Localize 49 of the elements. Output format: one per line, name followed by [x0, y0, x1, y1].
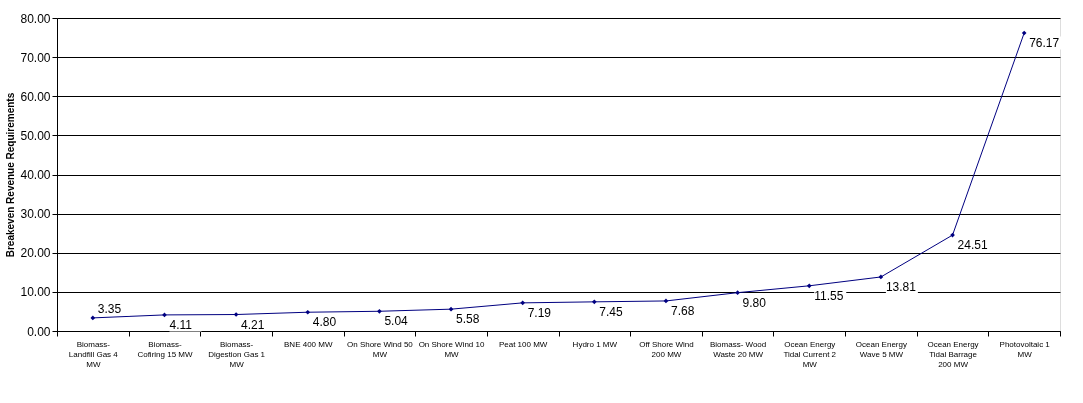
y-tick-label: 60.00 — [20, 89, 51, 104]
point — [1021, 30, 1027, 36]
point — [448, 306, 454, 312]
x-tick-label: Biomass- Landfill Gas 4 MW — [68, 339, 119, 369]
x-tick-label: Ocean Energy Tidal Current 2 MW — [783, 339, 837, 369]
x-tick-label: Off Shore Wind 200 MW — [639, 339, 694, 359]
y-tick-label: 50.00 — [20, 128, 51, 143]
point — [520, 300, 526, 306]
x-tick-label: Hydro 1 MW — [572, 339, 618, 349]
x-tick-label: Biomass- Cofiring 15 MW — [137, 339, 193, 359]
y-tick-label: 80.00 — [20, 11, 51, 26]
y-axis-title: Breakeven Revenue Requirements — [5, 92, 17, 258]
data-label: 11.55 — [814, 288, 844, 303]
y-tick-label: 20.00 — [20, 246, 51, 261]
data-label: 5.58 — [456, 312, 480, 327]
point — [90, 315, 96, 321]
data-label: 7.68 — [670, 303, 695, 318]
data-label: 24.51 — [957, 238, 988, 253]
y-tick-label: 10.00 — [20, 285, 51, 300]
point — [806, 283, 812, 289]
x-tick-label: On Shore Wind 10 MW — [418, 339, 485, 359]
data-label: 4.80 — [312, 315, 337, 330]
data-label: 7.45 — [599, 304, 623, 319]
x-tick-label: Ocean Energy Wave 5 MW — [855, 339, 907, 359]
y-tick-label: 0.00 — [27, 324, 51, 339]
data-label: 3.35 — [97, 301, 122, 316]
y-tick-label: 40.00 — [20, 168, 51, 182]
point — [305, 309, 311, 315]
y-tick-label: 70.00 — [20, 50, 51, 65]
data-label: 13.81 — [885, 279, 917, 294]
data-label: 4.21 — [241, 317, 265, 332]
data-label: 7.19 — [527, 305, 552, 320]
point — [591, 299, 597, 305]
x-tick-label: On Shore Wind 50 MW — [346, 339, 414, 359]
x-tick-label: Biomass- Wood Waste 20 MW — [709, 339, 767, 359]
point — [878, 274, 884, 280]
point — [663, 298, 669, 304]
x-tick-label: Ocean Energy Tidal Barrage 200 MW — [927, 339, 979, 369]
y-tick-label: 30.00 — [20, 207, 51, 222]
x-tick-label: Photovoltaic 1 MW — [999, 339, 1051, 359]
data-label: 76.17 — [1029, 35, 1060, 50]
x-tick-label: Biomass- Digestion Gas 1 MW — [208, 339, 266, 369]
point — [735, 290, 740, 295]
point — [377, 308, 382, 314]
x-tick-label: Peat 100 MW — [498, 339, 548, 349]
data-label: 5.04 — [384, 314, 409, 329]
data-label: 4.11 — [169, 317, 193, 332]
data-label: 9.80 — [742, 295, 767, 310]
x-tick-label: BNE 400 MW — [284, 339, 333, 349]
